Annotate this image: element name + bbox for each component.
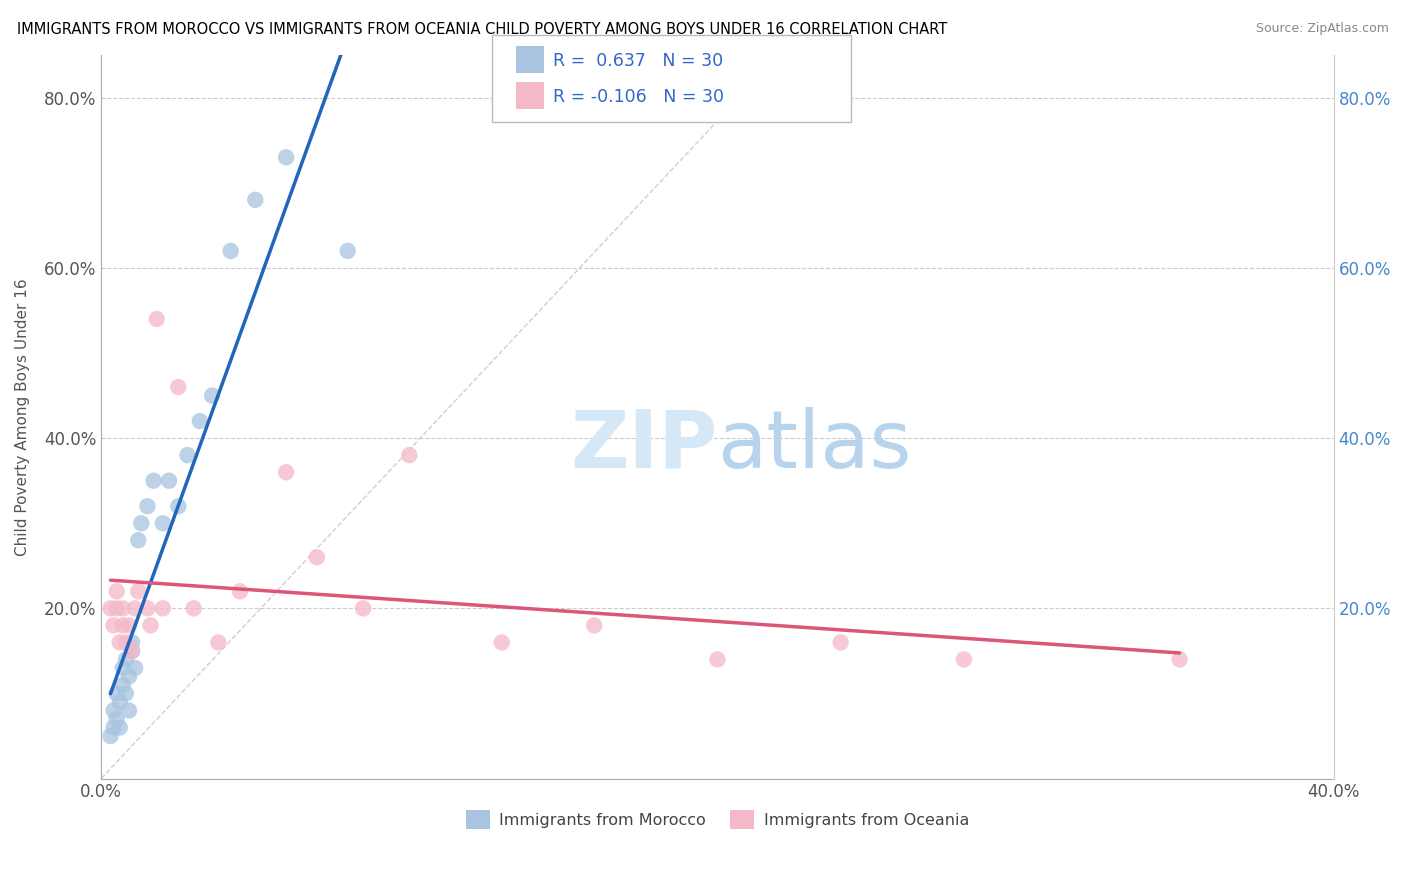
Point — [124, 601, 146, 615]
Point — [108, 721, 131, 735]
Point — [136, 500, 159, 514]
Point — [127, 584, 149, 599]
Point — [129, 516, 152, 531]
Point — [105, 712, 128, 726]
Point — [352, 601, 374, 615]
Point — [706, 652, 728, 666]
Point — [108, 695, 131, 709]
Point — [115, 686, 138, 700]
Point — [176, 448, 198, 462]
Point — [139, 618, 162, 632]
Point — [336, 244, 359, 258]
Point — [157, 474, 180, 488]
Point — [118, 704, 141, 718]
Text: ZIP: ZIP — [571, 407, 717, 484]
Point — [121, 644, 143, 658]
Point — [229, 584, 252, 599]
Text: atlas: atlas — [717, 407, 912, 484]
Point — [207, 635, 229, 649]
Point — [115, 635, 138, 649]
Point — [398, 448, 420, 462]
Point — [103, 618, 125, 632]
Point — [145, 312, 167, 326]
Point — [103, 704, 125, 718]
Point — [167, 500, 190, 514]
Point — [491, 635, 513, 649]
Point — [201, 388, 224, 402]
Point — [118, 618, 141, 632]
Point — [152, 516, 174, 531]
Point — [142, 474, 165, 488]
Point — [1168, 652, 1191, 666]
Point — [152, 601, 174, 615]
Point — [105, 686, 128, 700]
Point — [111, 661, 134, 675]
Point — [121, 644, 143, 658]
Point — [118, 669, 141, 683]
Text: R =  0.637   N = 30: R = 0.637 N = 30 — [553, 53, 723, 70]
Text: Source: ZipAtlas.com: Source: ZipAtlas.com — [1256, 22, 1389, 36]
Point — [245, 193, 267, 207]
Point — [103, 721, 125, 735]
Point — [583, 618, 606, 632]
Point — [100, 601, 122, 615]
Point — [305, 550, 328, 565]
Point — [167, 380, 190, 394]
Point — [108, 635, 131, 649]
Point — [127, 533, 149, 548]
Point — [111, 601, 134, 615]
Point — [274, 150, 297, 164]
Point — [121, 635, 143, 649]
Point — [219, 244, 242, 258]
Point — [124, 661, 146, 675]
Text: IMMIGRANTS FROM MOROCCO VS IMMIGRANTS FROM OCEANIA CHILD POVERTY AMONG BOYS UNDE: IMMIGRANTS FROM MOROCCO VS IMMIGRANTS FR… — [17, 22, 948, 37]
Point — [100, 729, 122, 743]
Text: R = -0.106   N = 30: R = -0.106 N = 30 — [553, 88, 724, 106]
Point — [111, 618, 134, 632]
Point — [105, 601, 128, 615]
Point — [183, 601, 205, 615]
Point — [274, 465, 297, 479]
Point — [105, 584, 128, 599]
Point — [115, 652, 138, 666]
Legend: Immigrants from Morocco, Immigrants from Oceania: Immigrants from Morocco, Immigrants from… — [460, 804, 976, 836]
Point — [953, 652, 976, 666]
Y-axis label: Child Poverty Among Boys Under 16: Child Poverty Among Boys Under 16 — [15, 278, 30, 556]
Point — [111, 678, 134, 692]
Point — [830, 635, 852, 649]
Point — [136, 601, 159, 615]
Point — [188, 414, 211, 428]
